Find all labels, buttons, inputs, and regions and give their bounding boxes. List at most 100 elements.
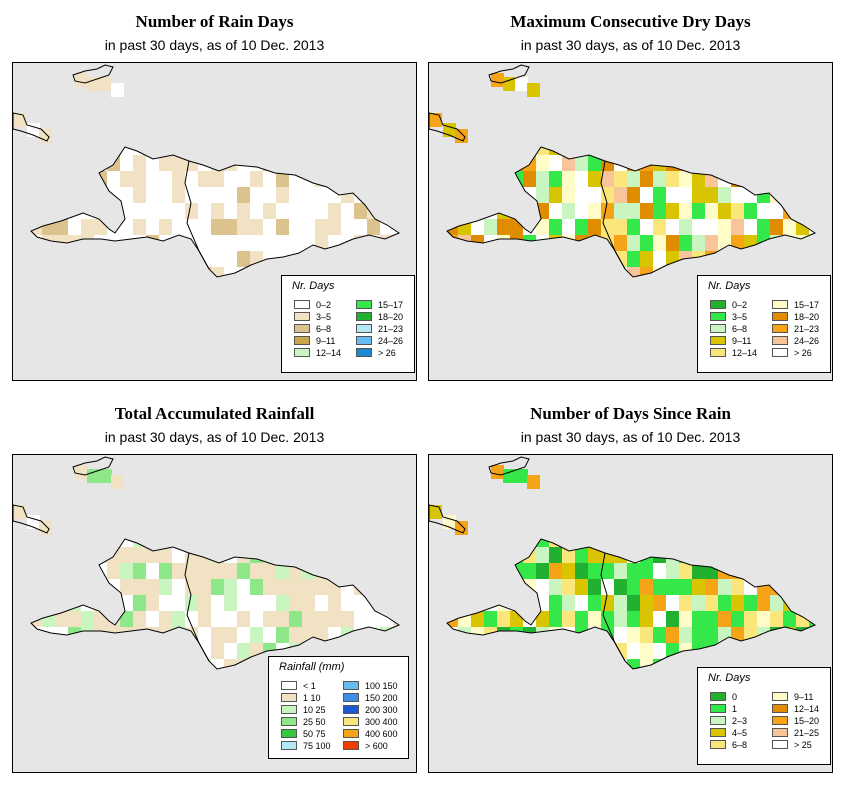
grid-cell bbox=[172, 267, 185, 277]
grid-cell bbox=[224, 659, 237, 669]
grid-cell bbox=[289, 219, 302, 235]
grid-cell bbox=[380, 187, 393, 203]
grid-cell bbox=[31, 187, 42, 203]
grid-cell bbox=[120, 643, 133, 659]
grid-cell bbox=[406, 595, 416, 611]
grid-cell bbox=[42, 547, 55, 563]
grid-cell bbox=[81, 283, 94, 299]
grid-cell bbox=[81, 539, 94, 547]
grid-cell bbox=[133, 203, 146, 219]
grid-cell bbox=[627, 659, 640, 669]
legend-item: 18–20 bbox=[356, 312, 403, 323]
grid-cell bbox=[588, 203, 601, 219]
grid-cell bbox=[237, 235, 250, 251]
grid-cell bbox=[120, 547, 133, 563]
grid-cell bbox=[250, 611, 263, 627]
grid-cell bbox=[458, 171, 471, 187]
legend-label: 75 100 bbox=[303, 741, 331, 751]
grid-cell bbox=[796, 203, 809, 219]
grid-cell bbox=[68, 267, 81, 277]
grid-cell bbox=[458, 235, 471, 251]
grid-cell bbox=[185, 643, 198, 659]
grid-cell bbox=[471, 219, 484, 235]
coastline bbox=[446, 538, 817, 670]
grid-cell bbox=[562, 267, 575, 277]
grid-cell bbox=[354, 563, 367, 579]
grid-cell bbox=[510, 595, 523, 611]
grid-cell bbox=[81, 563, 94, 579]
grid-cell bbox=[263, 155, 276, 171]
grid-cell bbox=[120, 283, 133, 299]
legend-item: 10 25 bbox=[281, 705, 326, 716]
legend-swatch bbox=[710, 312, 726, 321]
grid-cell bbox=[653, 579, 666, 595]
grid-cell bbox=[653, 251, 666, 267]
grid-cell bbox=[276, 203, 289, 219]
grid-cell bbox=[133, 547, 146, 563]
legend-item: 400 600 bbox=[343, 729, 398, 740]
legend-swatch bbox=[281, 693, 297, 702]
legend-label: 3–5 bbox=[732, 312, 748, 322]
grid-cell bbox=[443, 515, 456, 529]
grid-cell bbox=[796, 563, 809, 579]
grid-cell bbox=[549, 579, 562, 595]
grid-cell bbox=[497, 539, 510, 547]
grid-cell bbox=[328, 235, 341, 251]
grid-cell bbox=[458, 267, 471, 277]
grid-cell bbox=[198, 563, 211, 579]
grid-cell bbox=[783, 563, 796, 579]
grid-cell bbox=[111, 83, 124, 97]
grid-cell bbox=[471, 659, 484, 669]
legend-label: 15–17 bbox=[378, 300, 404, 310]
grid-cell bbox=[447, 203, 458, 219]
grid-cell bbox=[471, 563, 484, 579]
legend-item: 15–17 bbox=[772, 300, 819, 311]
grid-cell bbox=[211, 147, 224, 155]
grid-cell bbox=[757, 643, 770, 659]
grid-cell bbox=[94, 643, 107, 659]
grid-cell bbox=[302, 187, 315, 203]
grid-cell bbox=[133, 283, 146, 299]
grid-cell bbox=[510, 611, 523, 627]
legend-swatch bbox=[343, 681, 359, 690]
grid-cell bbox=[393, 235, 399, 251]
grid-cell bbox=[458, 643, 471, 659]
grid-cell bbox=[692, 643, 705, 659]
grid-cell bbox=[354, 611, 367, 627]
legend-label: 1 10 bbox=[303, 693, 321, 703]
grid-cell bbox=[120, 563, 133, 579]
grid-cell bbox=[341, 171, 354, 187]
grid-cell bbox=[42, 611, 55, 627]
grid-cell bbox=[510, 187, 523, 203]
grid-cell bbox=[523, 595, 536, 611]
grid-cell bbox=[705, 147, 718, 155]
grid-cell bbox=[809, 595, 815, 611]
grid-cell bbox=[107, 147, 120, 155]
grid-cell bbox=[562, 219, 575, 235]
grid-cell bbox=[510, 147, 523, 155]
legend-swatch bbox=[710, 728, 726, 737]
grid-cell bbox=[679, 155, 692, 171]
grid-cell bbox=[341, 219, 354, 235]
grid-cell bbox=[679, 563, 692, 579]
grid-cell bbox=[81, 659, 94, 669]
grid-cell bbox=[705, 219, 718, 235]
grid-cell bbox=[55, 283, 68, 299]
grid-cell bbox=[250, 219, 263, 235]
grid-cell bbox=[107, 595, 120, 611]
grid-cell bbox=[380, 611, 393, 627]
grid-cell bbox=[458, 659, 471, 669]
legend-item: 24–26 bbox=[772, 336, 819, 347]
legend-swatch bbox=[710, 348, 726, 357]
grid-cell bbox=[497, 659, 510, 669]
grid-cell bbox=[562, 675, 575, 691]
grid-cell bbox=[705, 171, 718, 187]
grid-cell bbox=[562, 659, 575, 669]
grid-cell bbox=[471, 267, 484, 277]
grid-cell bbox=[692, 595, 705, 611]
grid-cell bbox=[653, 171, 666, 187]
grid-cell bbox=[29, 283, 42, 299]
grid-cell bbox=[367, 147, 380, 155]
grid-cell bbox=[380, 547, 393, 563]
grid-cell bbox=[692, 187, 705, 203]
